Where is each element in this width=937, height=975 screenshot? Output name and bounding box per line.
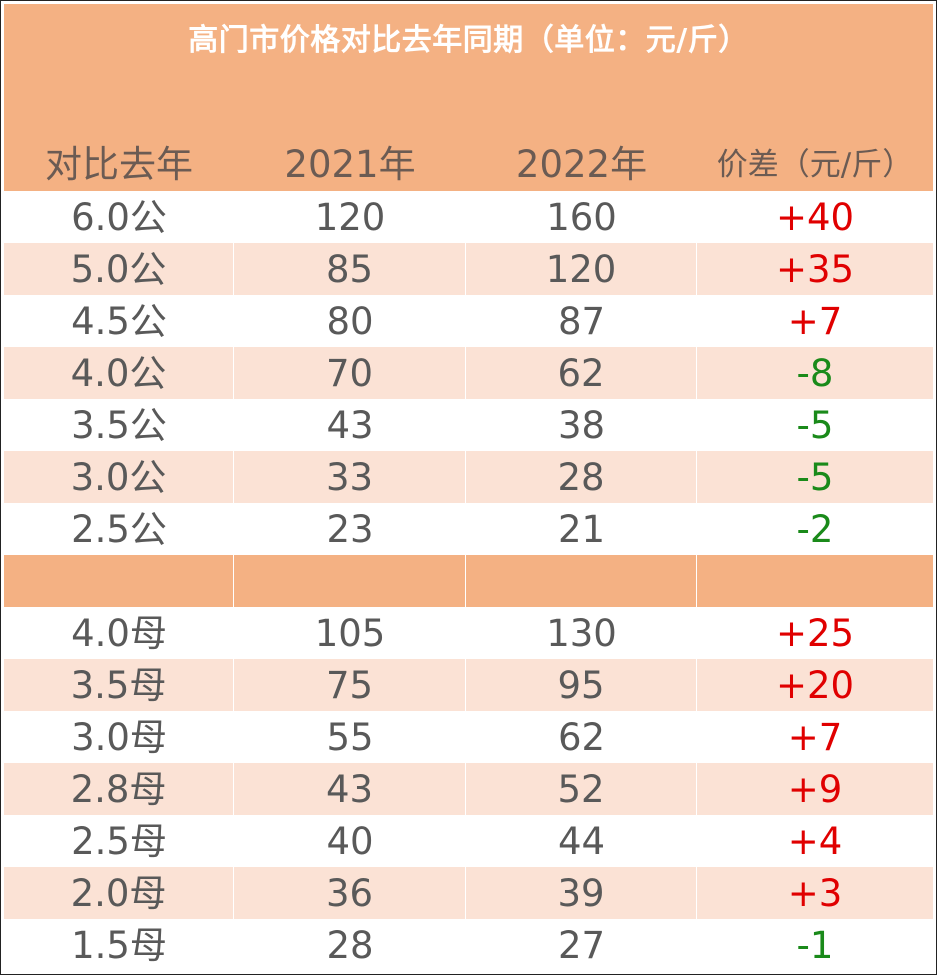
price-2022-cell: 21 xyxy=(557,508,606,551)
table-body: 6.0公 120 160 +40 5.0公 85 120 +35 4.5公 80 87 +7 4.0公 7… xyxy=(4,191,933,971)
separator-cell xyxy=(4,555,234,607)
price-2022-cell: 28 xyxy=(466,451,697,503)
price-2022-cell: 62 xyxy=(466,347,697,399)
group-separator-row xyxy=(4,555,933,607)
difference-cell: -1 xyxy=(796,924,834,967)
spec-cell: 2.0母 xyxy=(4,867,234,919)
table-row: 1.5母 28 27 -1 xyxy=(4,919,933,971)
table-row: 3.5母 75 95 +20 xyxy=(4,659,933,711)
spec-cell: 2.5母 xyxy=(71,820,167,863)
spec-cell: 4.0公 xyxy=(4,347,234,399)
price-2021-cell: 40 xyxy=(326,820,374,863)
column-header-2022: 2022年 xyxy=(515,143,648,186)
table-row: 2.0母 36 39 +3 xyxy=(4,867,933,919)
column-header-spec: 对比去年 xyxy=(45,143,193,186)
spec-cell: 5.0公 xyxy=(4,243,234,295)
table-header: 高门市价格对比去年同期（单位：元/斤） 对比去年 2021年 2022年 价差（… xyxy=(4,4,933,191)
price-2022-cell: 95 xyxy=(466,659,697,711)
table-row: 6.0公 120 160 +40 xyxy=(4,191,933,243)
spec-cell: 4.0母 xyxy=(71,612,167,655)
table-row: 5.0公 85 120 +35 xyxy=(4,243,933,295)
difference-cell: -5 xyxy=(796,404,834,447)
difference-cell: +35 xyxy=(775,248,855,291)
spec-cell: 3.0母 xyxy=(71,716,167,759)
spec-cell: 3.0公 xyxy=(4,451,234,503)
separator-cell xyxy=(697,555,933,607)
column-header-difference: 价差（元/斤） xyxy=(716,147,914,183)
table-row: 3.0母 55 62 +7 xyxy=(4,711,933,763)
price-2021-cell: 43 xyxy=(326,404,374,447)
table-row: 2.5母 40 44 +4 xyxy=(4,815,933,867)
difference-cell: -8 xyxy=(796,352,834,395)
price-2021-cell: 80 xyxy=(326,300,374,343)
difference-cell: -2 xyxy=(796,508,834,551)
table-row: 2.5公 23 21 -2 xyxy=(4,503,933,555)
table-row: 4.5公 80 87 +7 xyxy=(4,295,933,347)
column-header-2021: 2021年 xyxy=(284,143,416,186)
spec-cell: 2.5公 xyxy=(71,508,167,551)
difference-cell: +7 xyxy=(787,716,843,759)
table-row: 3.5公 43 38 -5 xyxy=(4,399,933,451)
price-2021-cell: 33 xyxy=(234,451,466,503)
table-row: 2.8母 43 52 +9 xyxy=(4,763,933,815)
spec-cell: 4.5公 xyxy=(71,300,167,343)
price-2021-cell: 23 xyxy=(326,508,374,551)
difference-cell: +4 xyxy=(787,820,843,863)
spec-cell: 6.0公 xyxy=(71,196,167,239)
price-2021-cell: 105 xyxy=(314,612,386,655)
spec-cell: 3.5母 xyxy=(4,659,234,711)
price-2021-cell: 70 xyxy=(234,347,466,399)
difference-cell: +20 xyxy=(775,664,855,707)
separator-cell xyxy=(234,555,466,607)
price-2021-cell: 28 xyxy=(326,924,374,967)
spec-cell: 3.5公 xyxy=(71,404,167,447)
price-2022-cell: 120 xyxy=(466,243,697,295)
price-2022-cell: 130 xyxy=(546,612,617,655)
table-row: 3.0公 33 28 -5 xyxy=(4,451,933,503)
price-2021-cell: 85 xyxy=(234,243,466,295)
price-2022-cell: 52 xyxy=(466,763,697,815)
price-2022-cell: 44 xyxy=(557,820,606,863)
price-2022-cell: 87 xyxy=(557,300,606,343)
spec-cell: 1.5母 xyxy=(71,924,167,967)
price-2022-cell: 39 xyxy=(466,867,697,919)
price-2022-cell: 38 xyxy=(557,404,606,447)
table-row: 4.0母 105 130 +25 xyxy=(4,607,933,659)
spec-cell: 2.8母 xyxy=(4,763,234,815)
difference-cell: +25 xyxy=(775,612,855,655)
table-title: 高门市价格对比去年同期（单位：元/斤） xyxy=(188,23,749,58)
price-2022-cell: 62 xyxy=(557,716,606,759)
difference-cell: -5 xyxy=(796,456,834,499)
price-2021-cell: 120 xyxy=(314,196,386,239)
difference-cell: +9 xyxy=(787,768,843,811)
separator-cell xyxy=(466,555,697,607)
table-row: 4.0公 70 62 -8 xyxy=(4,347,933,399)
price-2021-cell: 55 xyxy=(326,716,374,759)
price-2021-cell: 43 xyxy=(234,763,466,815)
price-2021-cell: 75 xyxy=(234,659,466,711)
price-2021-cell: 36 xyxy=(234,867,466,919)
difference-cell: +3 xyxy=(787,872,843,915)
difference-cell: +7 xyxy=(787,300,843,343)
price-2022-cell: 27 xyxy=(557,924,606,967)
difference-cell: +40 xyxy=(775,196,855,239)
price-2022-cell: 160 xyxy=(546,196,617,239)
